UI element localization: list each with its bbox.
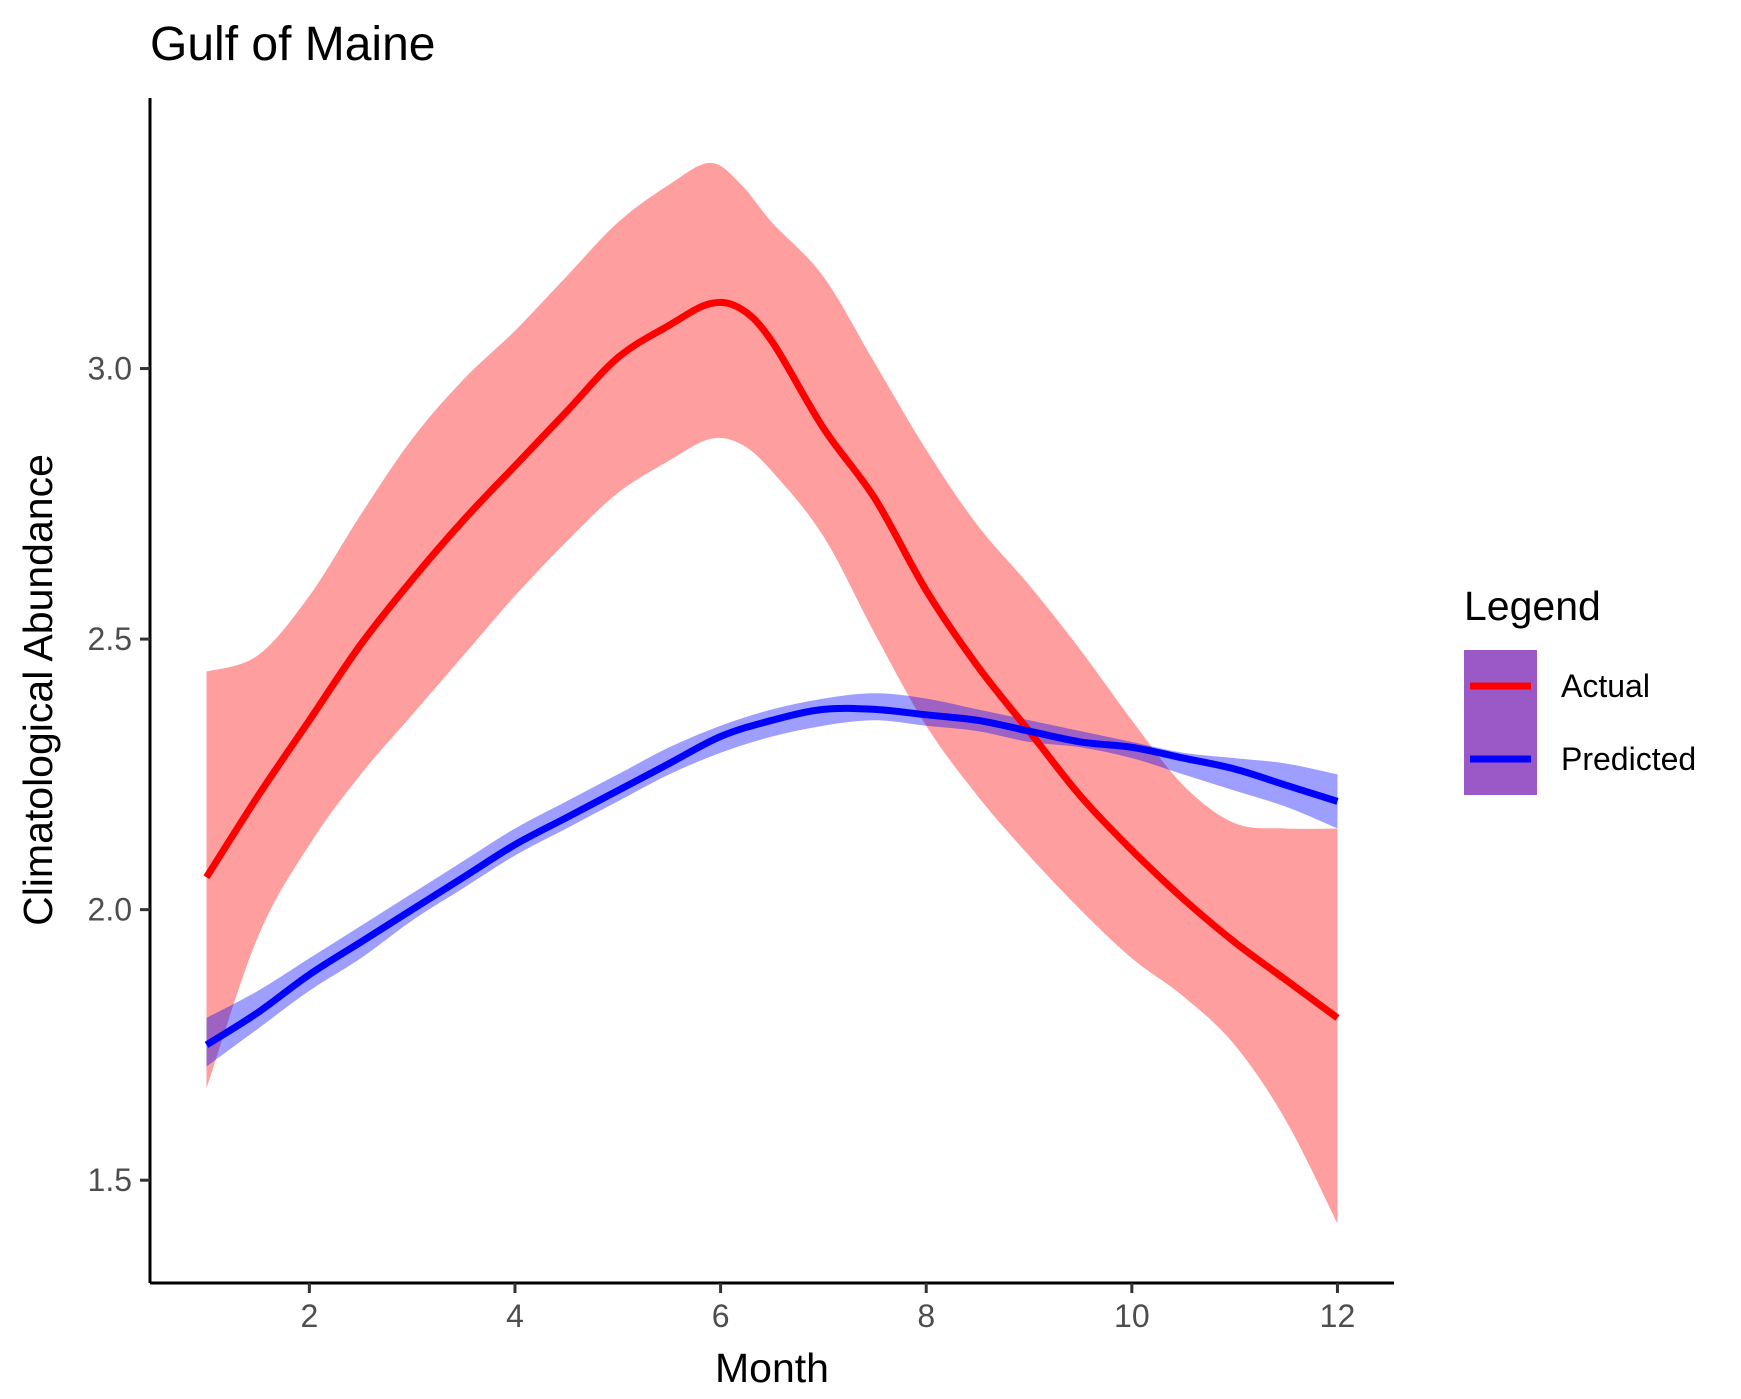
plot-panel	[203, 162, 1340, 1224]
x-tick-label: 12	[1320, 1298, 1356, 1334]
y-tick-label: 2.5	[88, 621, 132, 657]
x-tick-label: 10	[1114, 1298, 1150, 1334]
y-tick-label: 3.0	[88, 351, 132, 387]
legend-title: Legend	[1464, 583, 1601, 629]
series-line-predicted	[204, 704, 1339, 1048]
x-tick-label: 6	[712, 1298, 730, 1334]
x-axis-ticks: 2 4 6 8 10 12	[300, 1283, 1355, 1334]
y-tick-label: 1.5	[88, 1162, 132, 1198]
y-tick-label: 2.0	[88, 892, 132, 928]
y-axis-ticks: 1.5 2.0 2.5 3.0	[88, 351, 150, 1198]
legend: Legend Actual Predicted	[1464, 583, 1696, 795]
y-axis-title: Climatological Abundance	[15, 454, 61, 926]
legend-keys-background	[1464, 650, 1537, 795]
series-line-actual	[203, 298, 1340, 1021]
x-axis-title: Month	[715, 1345, 829, 1391]
x-tick-label: 4	[506, 1298, 524, 1334]
legend-label-actual: Actual	[1561, 668, 1650, 704]
confidence-band-actual	[206, 162, 1338, 1224]
x-tick-label: 8	[917, 1298, 935, 1334]
chart-title: Gulf of Maine	[150, 18, 435, 71]
confidence-ribbons	[206, 162, 1338, 1224]
legend-label-predicted: Predicted	[1561, 741, 1696, 777]
x-tick-label: 2	[300, 1298, 318, 1334]
series-lines	[203, 298, 1340, 1048]
